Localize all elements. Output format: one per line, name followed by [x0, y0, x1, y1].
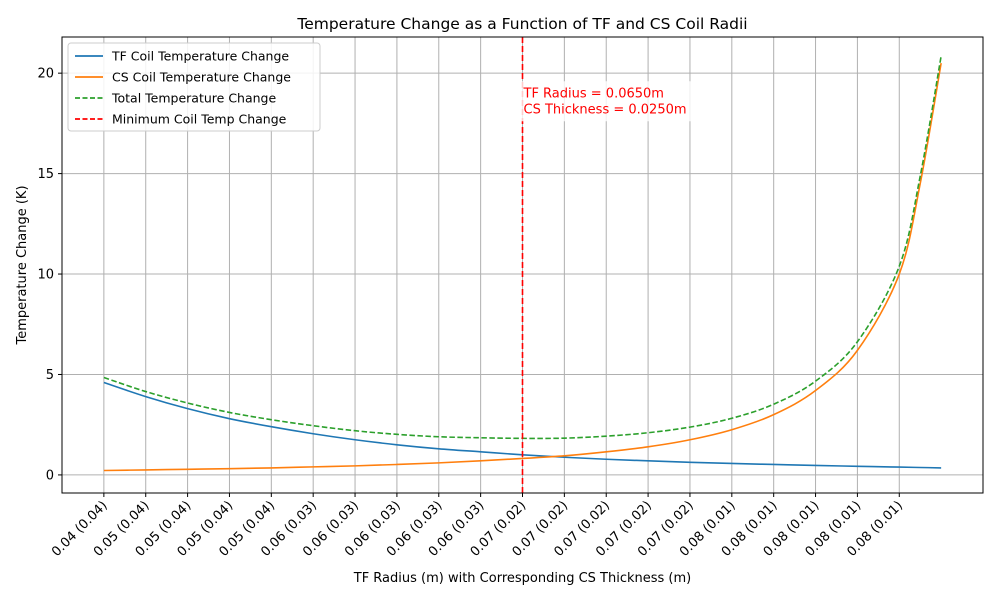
total-line — [103, 55, 942, 440]
annotation-box — [520, 81, 701, 122]
legend: TF Coil Temperature Change CS Coil Temper… — [67, 42, 321, 132]
y-tick-label: 5 — [46, 368, 54, 383]
y-tick-label: 0 — [46, 468, 54, 483]
legend-label: Total Temperature Change — [111, 91, 276, 106]
chart-title: Temperature Change as a Function of TF a… — [296, 15, 747, 33]
legend-label: Minimum Coil Temp Change — [112, 112, 287, 127]
series-group — [103, 55, 942, 472]
legend-box — [67, 42, 321, 132]
y-tick-label: 15 — [37, 167, 54, 182]
annotation-text: TF Radius = 0.0650m — [523, 86, 664, 101]
y-axis-label: Temperature Change (K) — [15, 185, 30, 345]
annotation-text: CS Thickness = 0.0250m — [524, 102, 687, 117]
legend-label: TF Coil Temperature Change — [111, 49, 289, 64]
y-tick-label: 10 — [37, 268, 54, 283]
x-axis-label: TF Radius (m) with Corresponding CS Thic… — [353, 571, 692, 586]
tf-coil-line — [103, 381, 942, 469]
y-tick-label: 20 — [37, 67, 54, 82]
legend-label: CS Coil Temperature Change — [112, 70, 291, 85]
cs-coil-line — [103, 62, 942, 472]
